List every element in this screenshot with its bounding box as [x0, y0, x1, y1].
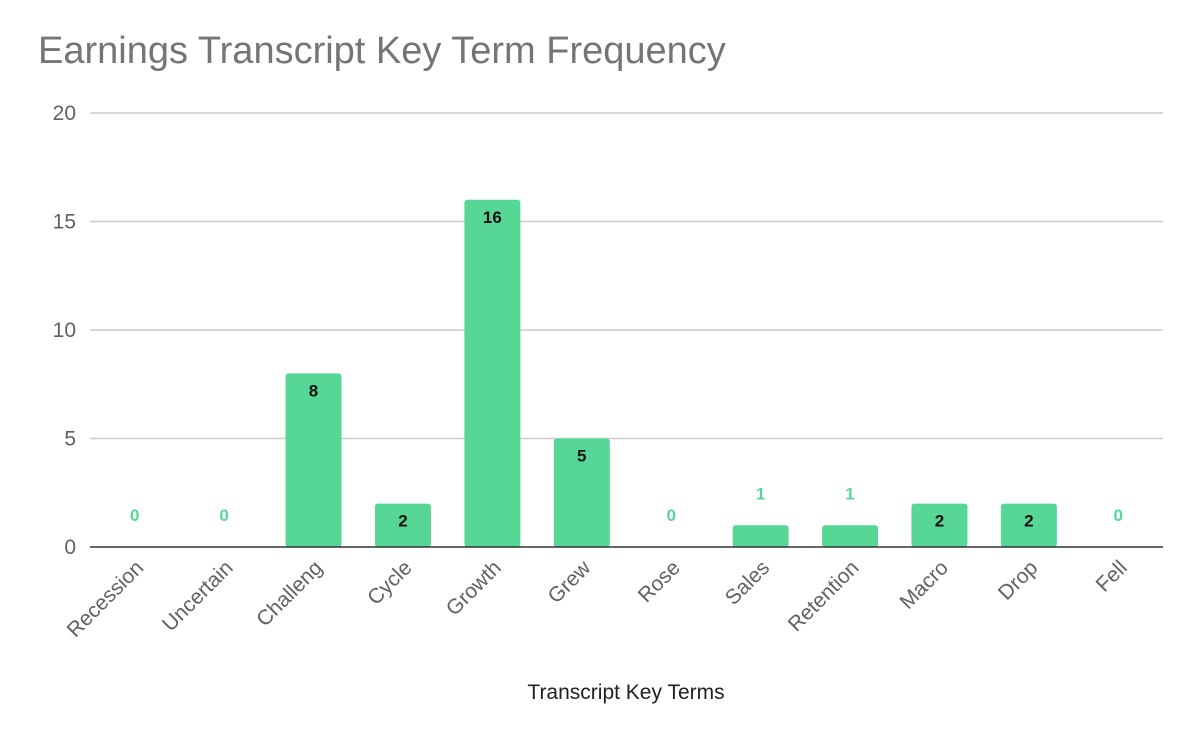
data-label: 2: [1024, 512, 1033, 531]
data-label: 5: [577, 447, 586, 466]
y-tick-label: 10: [53, 319, 76, 342]
bar: [732, 525, 789, 547]
y-tick-label: 5: [64, 428, 76, 451]
x-tick-label: Rose: [634, 556, 685, 607]
x-tick-label: Drop: [994, 556, 1042, 604]
y-tick-label: 15: [53, 211, 76, 234]
x-axis-ticks: Recession Uncertain Challeng Cycle Growth Gre…: [63, 556, 1132, 642]
bar: [1000, 503, 1057, 547]
bar: [553, 438, 610, 547]
x-tick-label: Grew: [544, 556, 596, 608]
bar: [822, 525, 879, 547]
bar: [285, 373, 342, 547]
data-label: 1: [845, 484, 854, 503]
x-tick-label: Uncertain: [158, 556, 238, 636]
data-label: 2: [935, 512, 944, 531]
gridlines: [90, 112, 1163, 440]
bars: 0 0 8 2 16 5 0 1 1 2 2 0: [130, 199, 1123, 548]
y-axis-ticks: 0 5 10 15 20: [53, 102, 76, 559]
bar: [464, 199, 521, 548]
x-tick-label: Challeng: [252, 556, 327, 631]
x-tick-label: Growth: [442, 556, 506, 620]
x-tick-label: Recession: [63, 556, 149, 642]
data-label: 0: [130, 506, 139, 525]
x-tick-label: Cycle: [363, 556, 416, 609]
x-tick-label: Fell: [1092, 556, 1132, 596]
data-label: 16: [483, 208, 502, 227]
data-label: 2: [398, 512, 407, 531]
data-label: 0: [1114, 506, 1123, 525]
bar: [911, 503, 968, 547]
bar: [374, 503, 431, 547]
data-label: 0: [219, 506, 228, 525]
data-label: 1: [756, 484, 765, 503]
x-tick-label: Sales: [721, 556, 774, 609]
chart-title: Earnings Transcript Key Term Frequency: [38, 30, 726, 72]
x-tick-label: Macro: [895, 556, 953, 614]
data-label: 0: [666, 506, 675, 525]
y-tick-label: 20: [53, 102, 76, 125]
x-axis-label: Transcript Key Terms: [527, 681, 724, 704]
y-tick-label: 0: [64, 536, 76, 559]
data-label: 8: [309, 381, 318, 400]
x-tick-label: Retention: [784, 556, 864, 636]
